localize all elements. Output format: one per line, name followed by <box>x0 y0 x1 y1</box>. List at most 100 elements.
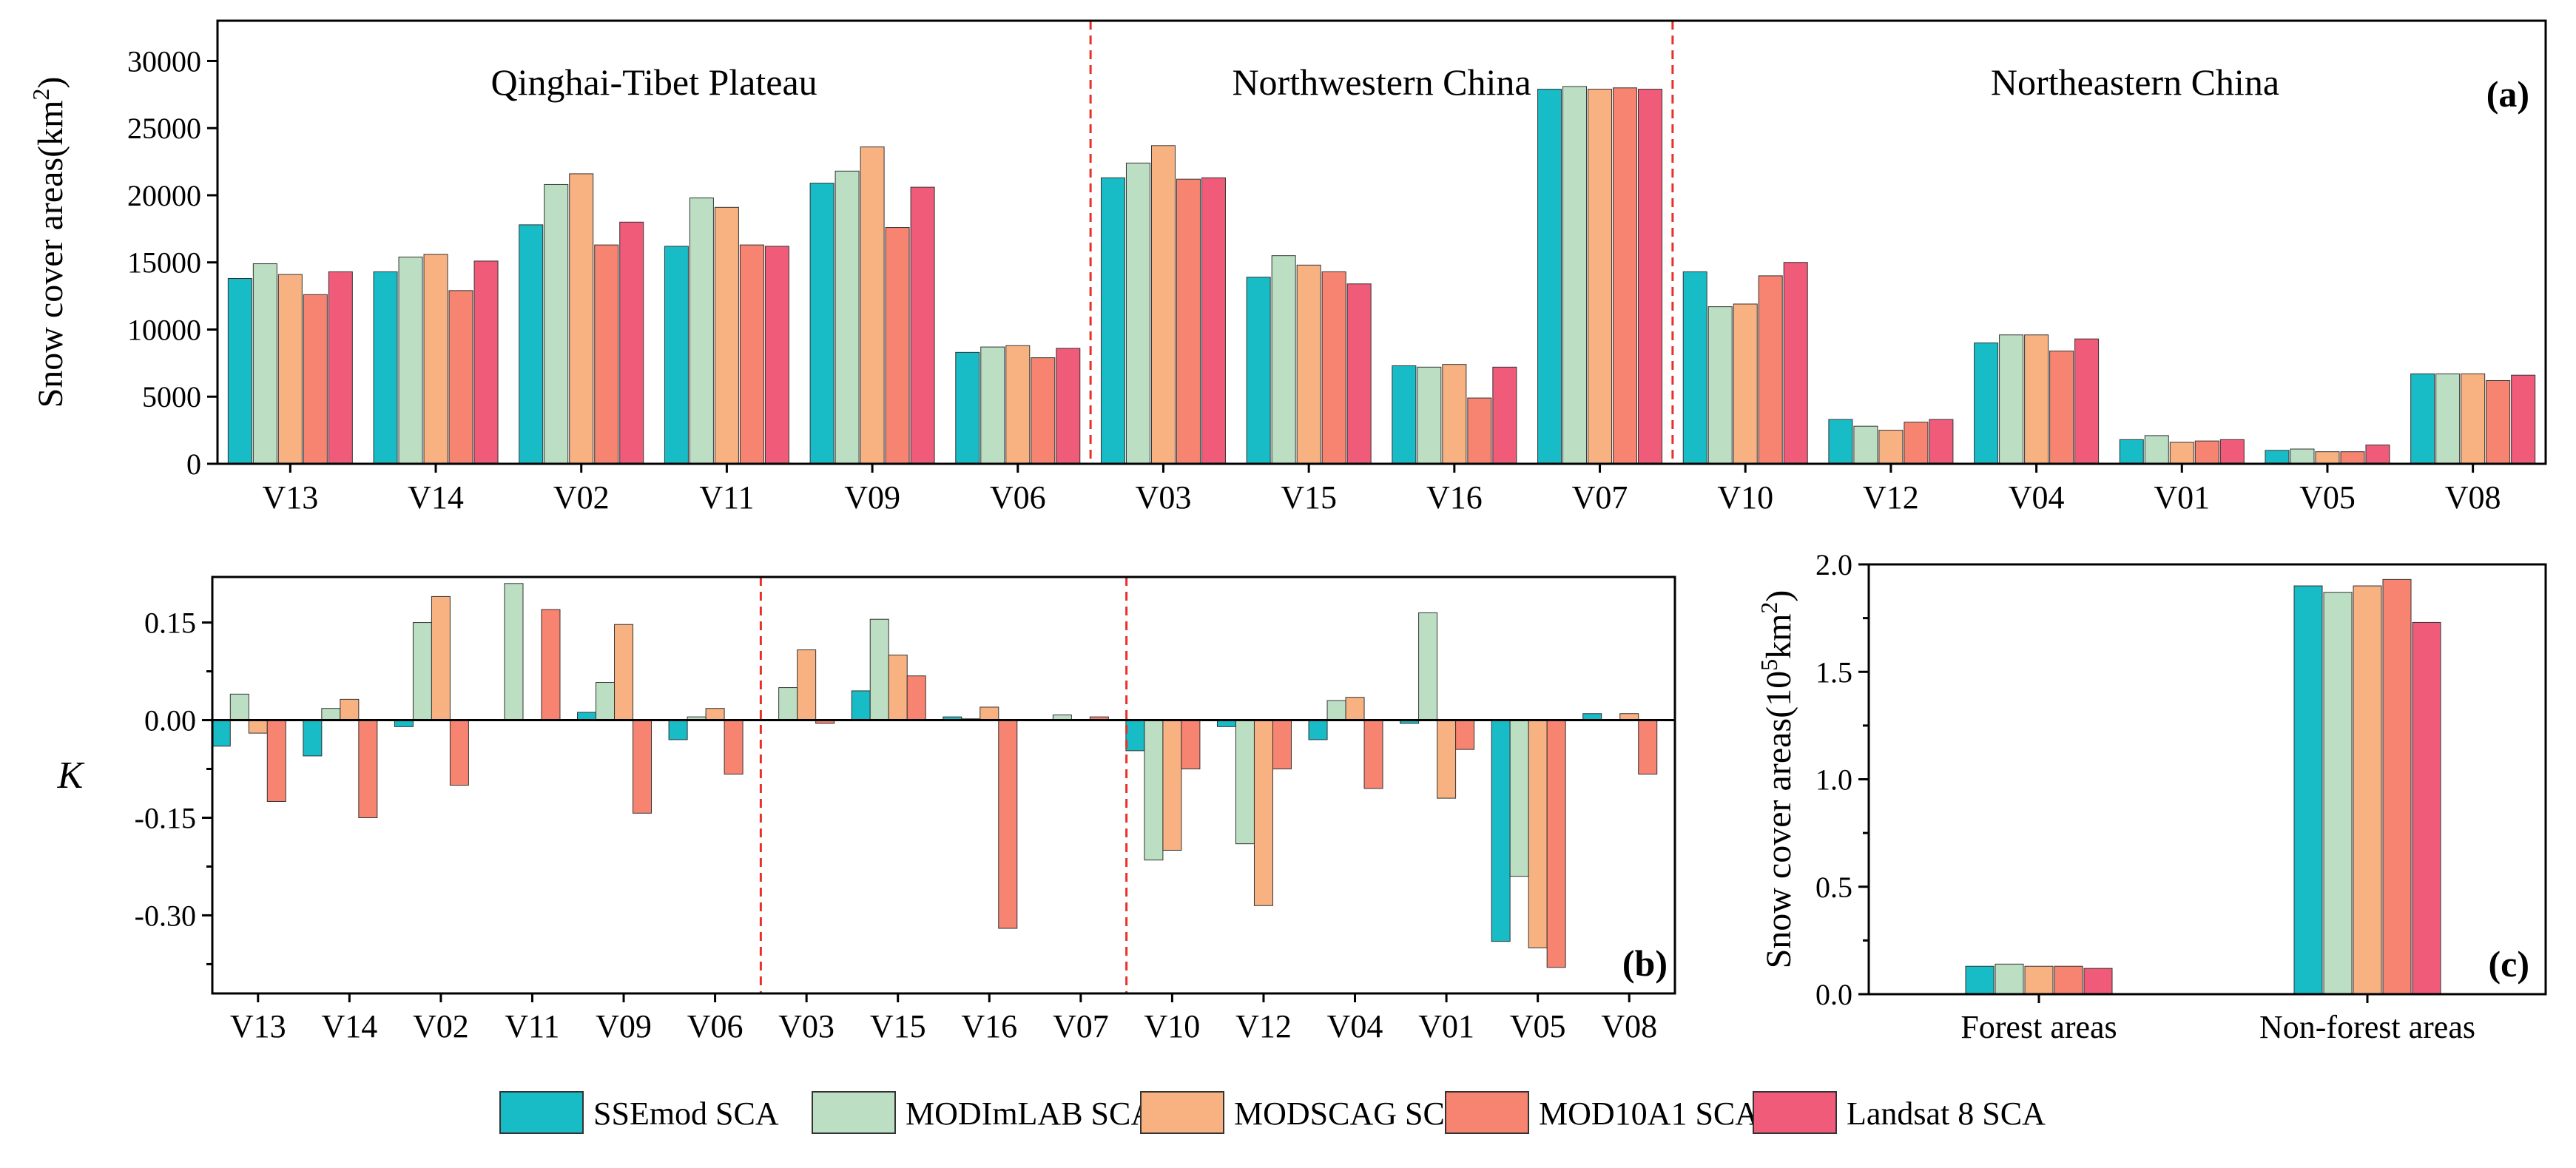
bar-b-v09-s2 <box>614 624 634 721</box>
bar-b-v10-s2 <box>1162 720 1182 851</box>
region-label: Qinghai-Tibet Plateau <box>490 61 817 103</box>
bar-a-v15-s2 <box>1296 264 1321 465</box>
bar-b-v12-s2 <box>1253 720 1273 906</box>
xtick-label-a: V06 <box>990 479 1046 516</box>
xtick-label-b: V12 <box>1235 1008 1292 1044</box>
bar-b-v13-s1 <box>229 693 249 721</box>
bar-c-0-s0 <box>1965 965 1995 995</box>
bar-a-v16-s4 <box>1492 366 1517 465</box>
legend-swatch-2 <box>1140 1091 1224 1134</box>
bar-b-v04-s1 <box>1326 700 1346 721</box>
bar-b-v01-s1 <box>1418 612 1438 721</box>
bar-a-v12-s2 <box>1878 430 1904 465</box>
bar-b-v15-s0 <box>851 690 871 721</box>
legend-label-1: MODImLAB SCA <box>906 1096 1154 1132</box>
bar-a-v04-s2 <box>2024 334 2049 465</box>
ytick-label-a: 30000 <box>127 44 201 78</box>
bar-a-v05-s3 <box>2340 451 2365 465</box>
bar-a-v02-s0 <box>519 224 544 465</box>
bar-c-0-s2 <box>2024 965 2054 995</box>
bar-b-v13-s0 <box>211 720 231 747</box>
bar-a-v16-s1 <box>1417 366 1442 465</box>
bar-b-v12-s3 <box>1272 720 1292 770</box>
bar-a-v01-s1 <box>2144 435 2169 465</box>
xtick-label-b: V13 <box>230 1008 286 1044</box>
bar-a-v16-s2 <box>1442 364 1467 465</box>
bar-a-v09-s0 <box>809 183 834 465</box>
bar-a-v11-s0 <box>664 246 689 465</box>
bar-b-v01-s2 <box>1437 720 1457 799</box>
bar-a-v15-s1 <box>1271 255 1296 465</box>
bar-a-v08-s3 <box>2486 379 2511 465</box>
bar-a-v13-s0 <box>227 278 252 465</box>
bar-b-v04-s3 <box>1363 720 1383 789</box>
panel-label-b: (b) <box>1622 942 1668 984</box>
xtick-label-a: V01 <box>2154 479 2210 516</box>
bar-a-v16-s0 <box>1392 365 1417 465</box>
bar-b-v02-s1 <box>412 622 432 721</box>
bar-b-v12-s1 <box>1235 720 1255 845</box>
bar-a-v02-s2 <box>569 173 594 465</box>
xtick-label-b: V08 <box>1601 1008 1657 1044</box>
bar-b-v09-s3 <box>633 720 653 814</box>
bar-b-v13-s3 <box>266 720 286 802</box>
bar-a-v13-s1 <box>252 263 277 465</box>
xtick-label-a: V13 <box>262 479 318 516</box>
bar-b-v09-s1 <box>596 682 616 721</box>
xtick-label-a: V02 <box>553 479 610 516</box>
bar-a-v03-s3 <box>1176 178 1201 465</box>
xtick-label-b: V03 <box>778 1008 834 1044</box>
bar-a-v10-s4 <box>1783 262 1808 465</box>
bar-a-v11-s3 <box>739 244 764 465</box>
bar-b-v09-s0 <box>577 712 597 721</box>
bar-a-v04-s3 <box>2049 351 2074 465</box>
xtick-label-a: V05 <box>2299 479 2356 516</box>
bar-a-v12-s1 <box>1853 425 1878 465</box>
bar-a-v06-s1 <box>980 346 1005 465</box>
bar-a-v07-s2 <box>1588 89 1613 465</box>
bar-a-v14-s3 <box>448 290 473 465</box>
plot-frame-c <box>1867 563 2547 996</box>
bar-c-1-s2 <box>2353 585 2382 995</box>
xtick-label-a: V07 <box>1572 479 1628 516</box>
bar-a-v15-s4 <box>1346 283 1372 465</box>
bar-a-v10-s3 <box>1758 275 1783 465</box>
bar-a-v04-s0 <box>1974 342 1999 465</box>
bar-c-0-s1 <box>1995 963 2024 995</box>
bar-a-v06-s3 <box>1031 357 1056 465</box>
bar-a-v14-s0 <box>373 271 398 465</box>
bar-a-v10-s0 <box>1682 271 1707 465</box>
bar-b-v06-s2 <box>705 708 725 721</box>
bar-a-v16-s3 <box>1467 397 1492 465</box>
bar-a-v12-s4 <box>1929 419 1954 465</box>
bar-b-v15-s3 <box>906 675 926 721</box>
bar-a-v08-s1 <box>2435 373 2461 465</box>
bar-a-v14-s4 <box>473 260 499 465</box>
bar-c-1-s4 <box>2412 621 2441 995</box>
bar-b-v04-s0 <box>1308 720 1328 740</box>
bar-a-v11-s2 <box>714 206 739 465</box>
xtick-label-b: V06 <box>687 1008 744 1044</box>
bar-c-1-s3 <box>2382 578 2412 995</box>
ylabel-c: Snow cover areas(105km2) <box>1756 590 1798 969</box>
ytick-label-b: 0.00 <box>144 704 196 737</box>
bar-a-v10-s1 <box>1707 306 1733 465</box>
bar-a-v15-s0 <box>1246 277 1271 465</box>
bar-a-v07-s3 <box>1613 87 1638 465</box>
bar-a-v01-s2 <box>2169 442 2194 465</box>
bar-c-1-s1 <box>2323 592 2353 995</box>
xtick-label-b: V02 <box>413 1008 469 1044</box>
bar-a-v06-s2 <box>1005 345 1031 465</box>
bar-b-v15-s2 <box>888 655 908 721</box>
bar-b-v05-s1 <box>1509 720 1529 877</box>
bar-b-v05-s0 <box>1491 720 1511 942</box>
xtick-label-b: V05 <box>1510 1008 1566 1044</box>
bar-a-v13-s2 <box>277 274 303 465</box>
xtick-label-a: V10 <box>1717 479 1773 516</box>
bar-a-v08-s0 <box>2410 373 2435 465</box>
bar-a-v07-s0 <box>1537 89 1562 465</box>
legend-swatch-3 <box>1445 1091 1529 1134</box>
bar-a-v09-s1 <box>834 170 860 465</box>
bar-b-v16-s2 <box>980 706 999 721</box>
